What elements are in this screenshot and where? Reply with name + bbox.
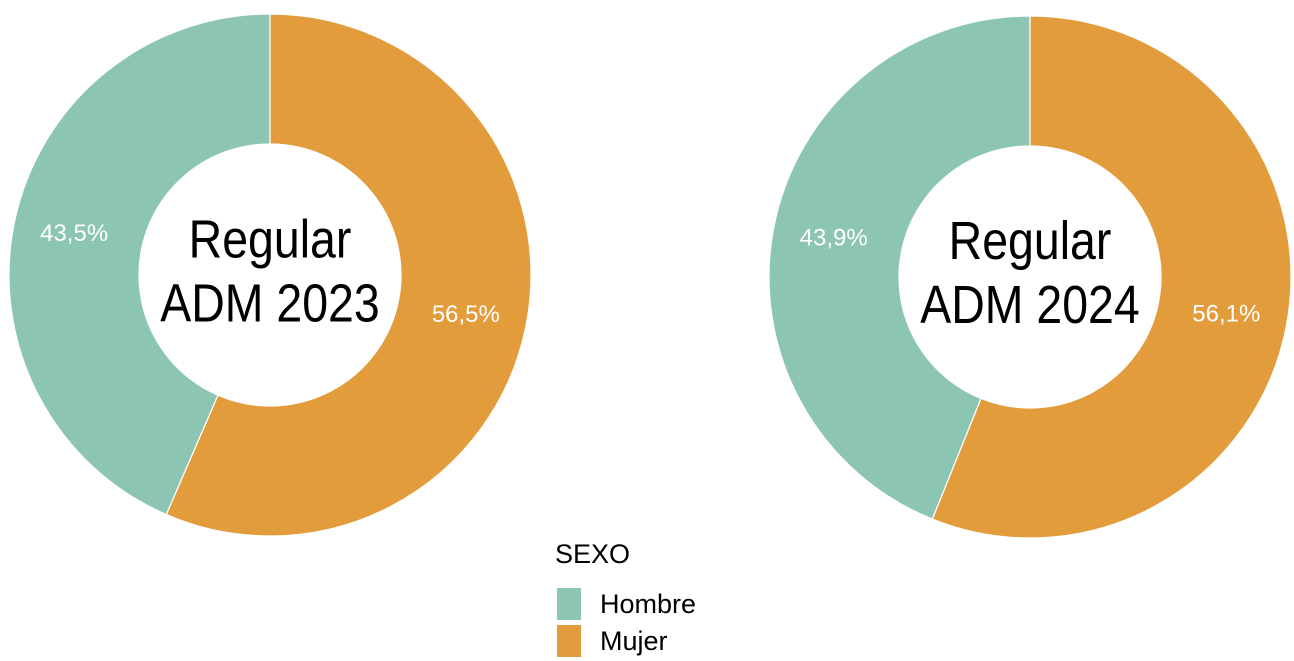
center-title: ADM 2023	[160, 272, 379, 333]
slice-label: 56,5%	[432, 301, 500, 328]
center-title: ADM 2024	[920, 274, 1139, 335]
donut-slice	[8, 13, 271, 516]
center-title: Regular	[189, 208, 352, 269]
legend-title: SEXO	[555, 539, 630, 569]
donut-slice	[931, 15, 1292, 539]
slice-label: 43,9%	[800, 224, 868, 251]
legend-swatch	[557, 625, 581, 657]
slice-label: 43,5%	[40, 220, 108, 247]
center-title: Regular	[949, 210, 1112, 271]
donut-slice	[768, 15, 1031, 520]
legend-swatch	[557, 588, 581, 620]
donut-slice	[165, 13, 532, 537]
legend-label: Mujer	[600, 626, 668, 656]
legend-label: Hombre	[600, 589, 696, 619]
slice-label: 56,1%	[1192, 300, 1260, 327]
